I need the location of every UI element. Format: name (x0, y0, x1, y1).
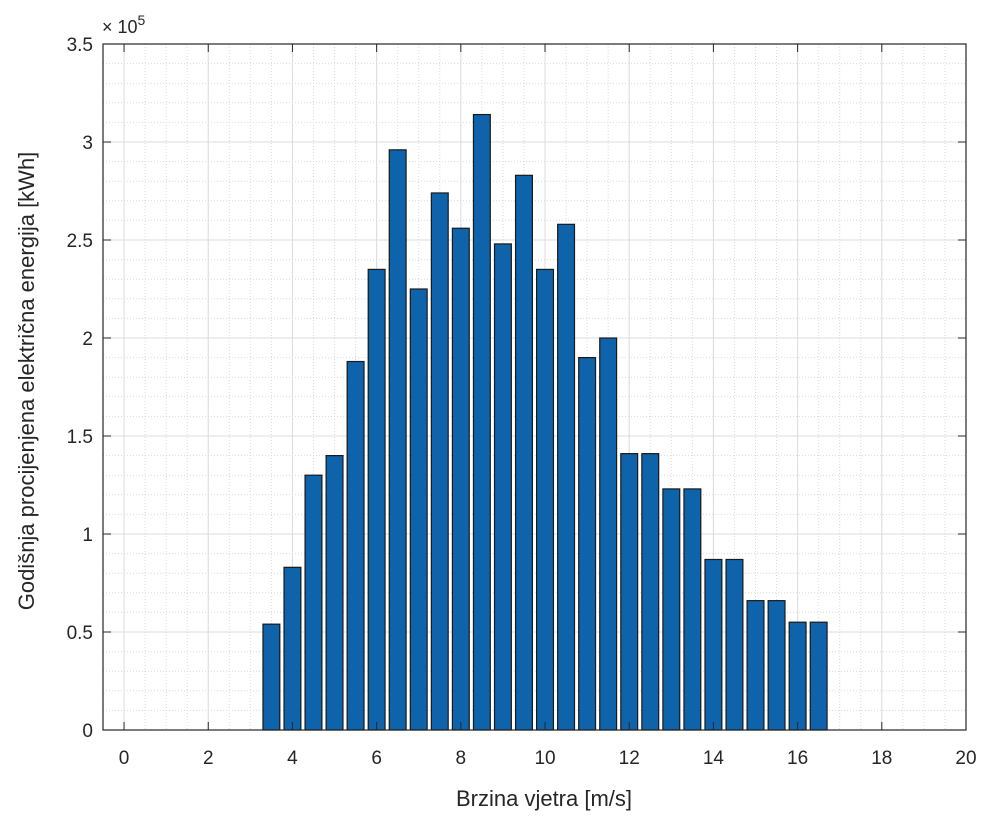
bar (472, 113, 491, 731)
bar (409, 288, 428, 731)
bar (788, 621, 807, 731)
y-tick-label: 3.5 (67, 35, 93, 56)
bar (557, 223, 576, 731)
x-tick-label: 16 (787, 748, 808, 769)
x-tick-label: 8 (456, 748, 467, 769)
y-tick-label: 3 (82, 133, 93, 154)
x-tick-label: 6 (371, 748, 382, 769)
y-tick-label: 2.5 (67, 231, 93, 252)
bar (346, 360, 365, 731)
y-tick-label: 2 (82, 329, 93, 350)
y-tick-label: 1.5 (67, 427, 93, 448)
bar (367, 268, 386, 731)
bar (304, 474, 323, 731)
x-tick-label: 18 (871, 748, 892, 769)
bar (325, 455, 344, 731)
bars (262, 113, 828, 731)
x-tick-label: 10 (534, 748, 555, 769)
bar (767, 600, 786, 731)
y-multiplier-base: × 10 (102, 17, 138, 37)
x-tick-label: 0 (119, 748, 130, 769)
grid-lines (103, 43, 967, 731)
x-tick-label: 20 (955, 748, 976, 769)
bar (809, 621, 828, 731)
bar (514, 174, 533, 731)
bar (704, 558, 723, 731)
bar (262, 623, 281, 731)
bar (746, 600, 765, 731)
bar (451, 227, 470, 731)
bar (430, 192, 449, 731)
x-axis-label: Brzina vjetra [m/s] (456, 786, 632, 811)
bar (536, 268, 555, 731)
y-tick-label: 0.5 (67, 623, 93, 644)
x-tick-label: 4 (287, 748, 298, 769)
bar (725, 558, 744, 731)
bar (641, 453, 660, 731)
plot-frame (102, 43, 967, 731)
y-axis-label: Godišnja procijenjena električna energij… (14, 152, 39, 611)
y-axis-multiplier: × 105 (102, 12, 146, 37)
bar (283, 566, 302, 731)
x-tick-label: 12 (619, 748, 640, 769)
bar (620, 453, 639, 731)
bar (493, 243, 512, 731)
bar (662, 488, 681, 731)
x-tick-label: 2 (203, 748, 214, 769)
axes-frame (102, 43, 967, 731)
bar (388, 149, 407, 731)
bar (578, 357, 597, 731)
bar (599, 337, 618, 731)
y-tick-label: 0 (82, 721, 93, 742)
x-tick-label: 14 (703, 748, 725, 769)
tick-labels: 0 2 4 6 8 10 12 14 16 18 20 0 0.5 1 1.5 2 2.5 3 3.5 (67, 35, 977, 769)
y-tick-label: 1 (82, 525, 93, 546)
bar (683, 488, 702, 731)
y-multiplier-exponent: 5 (138, 12, 146, 28)
